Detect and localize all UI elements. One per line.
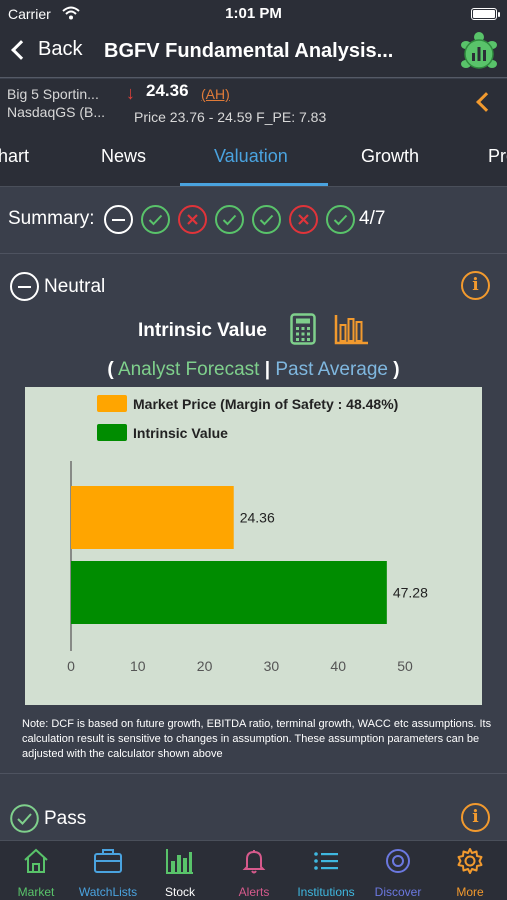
intrinsic-value-chart: Market Price (Margin of Safety : 48.48%)…	[25, 387, 482, 705]
bar-value-label: 24.36	[240, 510, 275, 526]
bar-chart-icon[interactable]	[334, 313, 370, 345]
status-bar: Carrier 1:01 PM	[0, 0, 507, 28]
tabbar-item-market[interactable]: Market	[0, 841, 72, 900]
last-price: 24.36	[146, 81, 189, 100]
neutral-result-icon	[104, 205, 133, 234]
stock-chart-icon	[166, 849, 193, 874]
chevron-left-icon	[11, 39, 31, 60]
x-tick-label: 40	[330, 658, 346, 674]
tab-chart[interactable]: hart	[0, 146, 30, 166]
dcf-note: Note: DCF is based on future growth, EBI…	[22, 718, 492, 760]
past-average-link[interactable]: Past Average	[275, 359, 389, 380]
legend-swatch	[97, 395, 127, 412]
divider	[0, 773, 507, 774]
pass-icon	[10, 804, 39, 833]
carrier-label: Carrier	[8, 6, 51, 22]
divider	[0, 253, 507, 254]
x-tick-label: 10	[130, 658, 146, 674]
legend-swatch	[97, 424, 127, 441]
analysis-tabs: hart News Valuation Growth Pro	[0, 131, 507, 187]
chart-canvas: Market Price (Margin of Safety : 48.48%)…	[67, 395, 428, 674]
wifi-icon	[62, 6, 80, 20]
section-header-neutral[interactable]: Neutral i	[0, 268, 507, 308]
tab-valuation[interactable]: Valuation	[214, 146, 288, 166]
chart-bar	[71, 561, 387, 624]
legend-label: Intrinsic Value	[133, 425, 228, 441]
bell-icon	[242, 850, 266, 874]
tab-profitability[interactable]: Pro	[488, 146, 507, 166]
x-tick-label: 50	[397, 658, 413, 674]
tab-news[interactable]: News	[101, 146, 147, 166]
pass-result-icon	[141, 205, 170, 234]
bar-value-label: 47.28	[393, 585, 428, 601]
page-title: BGFV Fundamental Analysis...	[104, 40, 394, 62]
bottom-tab-bar: Market WatchLists Stock Alerts Instituti…	[0, 840, 507, 900]
after-hours-link[interactable]: (AH)	[201, 86, 230, 102]
pass-result-icon	[215, 205, 244, 234]
section-header-pass[interactable]: Pass i	[0, 800, 507, 840]
summary-row: Summary: 4/7	[0, 190, 507, 252]
analyst-forecast-link[interactable]: Analyst Forecast	[117, 359, 260, 380]
tab-growth[interactable]: Growth	[361, 146, 420, 166]
briefcase-icon	[94, 849, 122, 873]
x-tick-label: 30	[264, 658, 280, 674]
pass-result-icon	[326, 205, 355, 234]
info-icon[interactable]: i	[461, 271, 490, 300]
summary-label: Summary:	[8, 208, 95, 229]
tabbar-item-watchlists[interactable]: WatchLists	[72, 841, 144, 900]
tabbar-item-institutions[interactable]: Institutions	[290, 841, 362, 900]
tabbar-item-stock[interactable]: Stock	[144, 841, 216, 900]
tabbar-item-discover[interactable]: Discover	[362, 841, 434, 900]
fail-result-icon	[289, 205, 318, 234]
discover-icon	[386, 849, 410, 873]
active-tab-indicator	[180, 183, 328, 186]
neutral-icon	[10, 272, 39, 301]
summary-score: 4/7	[359, 208, 386, 229]
collapse-chevron-icon[interactable]	[476, 92, 496, 112]
back-label: Back	[38, 38, 83, 60]
section-title: Neutral	[44, 276, 106, 297]
x-tick-label: 20	[197, 658, 213, 674]
section-title: Pass	[44, 808, 87, 829]
intrinsic-value-title: Intrinsic Value	[138, 320, 267, 341]
info-icon[interactable]: i	[461, 803, 490, 832]
tabbar-item-alerts[interactable]: Alerts	[216, 841, 292, 900]
navigation-bar: Back BGFV Fundamental Analysis...	[0, 28, 507, 78]
legend-label: Market Price (Margin of Safety : 48.48%)	[133, 396, 398, 412]
list-icon	[314, 852, 338, 870]
pass-result-icon	[252, 205, 281, 234]
turtle-logo-icon[interactable]	[457, 30, 501, 74]
fail-result-icon	[178, 205, 207, 234]
clock: 1:01 PM	[225, 5, 282, 22]
calculator-icon[interactable]	[290, 313, 316, 345]
tabbar-item-more[interactable]: More	[434, 841, 506, 900]
battery-icon	[471, 8, 497, 20]
valuation-method-toggle: ( Analyst Forecast | Past Average )	[107, 359, 400, 380]
gear-icon	[457, 848, 483, 874]
arrow-down-icon: ↓	[126, 83, 135, 103]
back-button[interactable]: Back	[10, 38, 82, 61]
home-icon	[24, 848, 48, 873]
chart-bar	[71, 486, 234, 549]
company-name: Big 5 Sportin... NasdaqGS (B...	[7, 86, 106, 120]
price-range: Price 23.76 - 24.59 F_PE: 7.83	[134, 109, 327, 125]
quote-header: Big 5 Sportin... NasdaqGS (B... ↓ 24.36 …	[0, 79, 507, 131]
x-tick-label: 0	[67, 658, 75, 674]
